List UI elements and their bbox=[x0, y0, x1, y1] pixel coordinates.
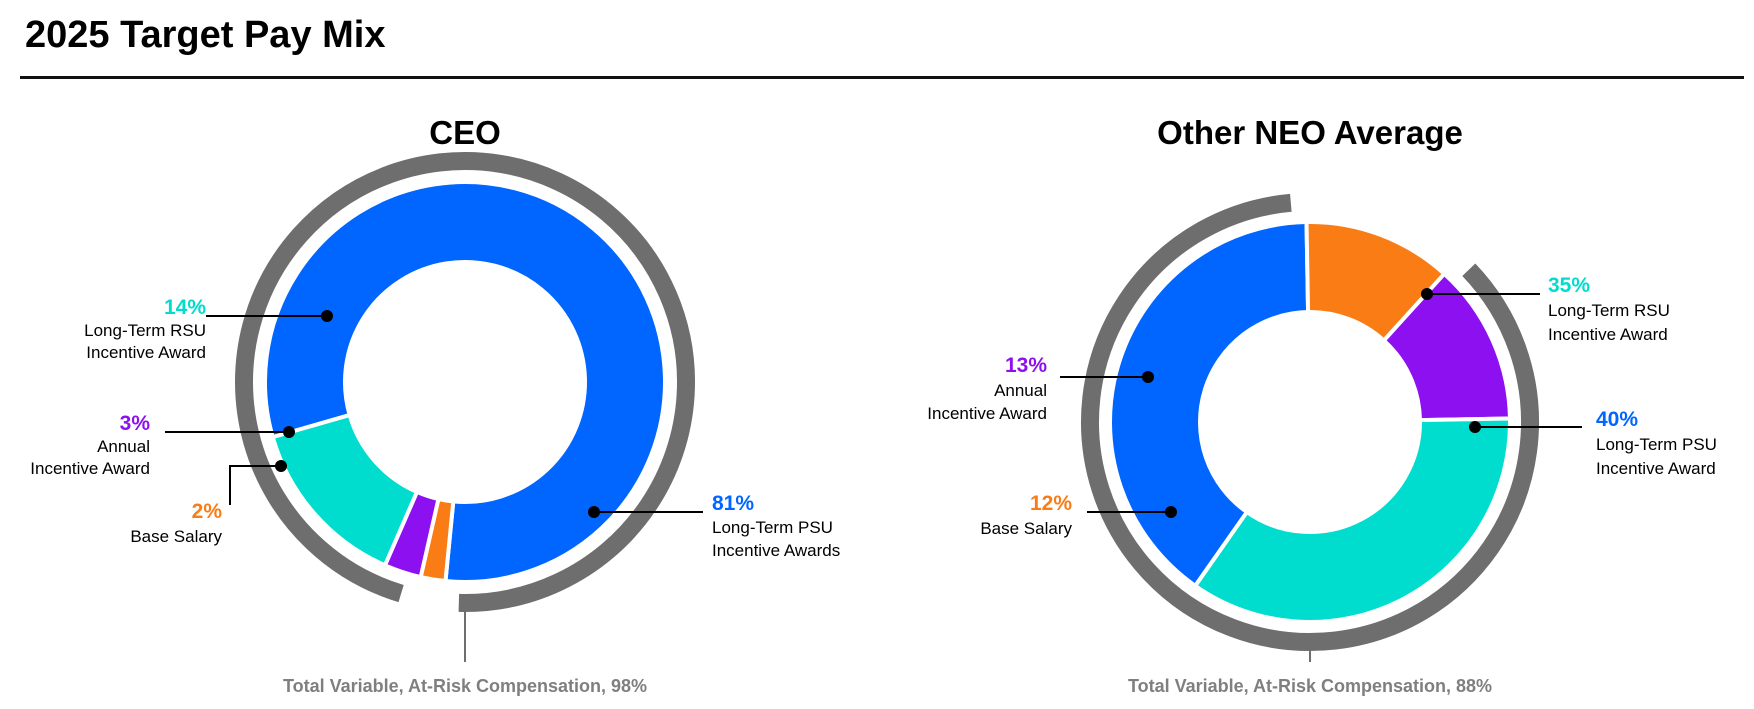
ceo-donut-chart: CEO 81% Long-Term PSU Incentive Awards 2% Bas… bbox=[30, 114, 840, 696]
leader-dot bbox=[1142, 371, 1154, 383]
leader-dot bbox=[283, 426, 295, 438]
data-label-name: Annual bbox=[994, 381, 1047, 400]
data-label-percent: 12% bbox=[1030, 492, 1072, 515]
data-label-percent: 2% bbox=[192, 500, 223, 523]
data-label-name: Incentive Award bbox=[1596, 459, 1716, 478]
leader-dot bbox=[1165, 506, 1177, 518]
data-label-name: Incentive Award bbox=[1548, 325, 1668, 344]
data-label-name: Long-Term PSU bbox=[712, 518, 833, 537]
at-risk-arc bbox=[1081, 193, 1539, 651]
neo-donut-chart: Other NEO Average 40% Long-Term PSU Incenti… bbox=[927, 114, 1717, 696]
data-label-percent: 81% bbox=[712, 492, 754, 515]
leader-line bbox=[229, 465, 281, 505]
leader-dot bbox=[275, 460, 287, 472]
data-label-percent: 3% bbox=[120, 412, 151, 435]
leader-dot bbox=[1421, 288, 1433, 300]
slice-long-term-psu bbox=[263, 180, 667, 584]
leader-dot bbox=[321, 310, 333, 322]
data-label-name: Base Salary bbox=[130, 527, 222, 546]
data-label-name: Incentive Award bbox=[927, 404, 1047, 423]
data-label-percent: 40% bbox=[1596, 408, 1638, 431]
data-label-percent: 35% bbox=[1548, 274, 1590, 297]
at-risk-caption: Total Variable, At-Risk Compensation, 98… bbox=[283, 676, 647, 696]
title-divider bbox=[20, 76, 1744, 79]
data-label-name: Long-Term RSU bbox=[1548, 301, 1670, 320]
data-label-name: Incentive Awards bbox=[712, 541, 840, 560]
data-label-name: Incentive Award bbox=[30, 459, 150, 478]
data-label-percent: 14% bbox=[164, 296, 206, 319]
chart-title: Other NEO Average bbox=[1157, 114, 1463, 151]
at-risk-caption: Total Variable, At-Risk Compensation, 88… bbox=[1128, 676, 1492, 696]
page-title: 2025 Target Pay Mix bbox=[25, 14, 386, 56]
slice-long-term-rsu bbox=[270, 413, 419, 568]
data-label-name: Base Salary bbox=[980, 519, 1072, 538]
data-label-name: Long-Term PSU bbox=[1596, 435, 1717, 454]
slice-long-term-psu bbox=[1108, 220, 1311, 588]
leader-dot bbox=[588, 506, 600, 518]
data-label-name: Annual bbox=[97, 437, 150, 456]
chart-title: CEO bbox=[429, 114, 501, 151]
data-label-percent: 13% bbox=[1005, 354, 1047, 377]
slice-long-term-rsu bbox=[1193, 416, 1512, 624]
data-label-name: Incentive Award bbox=[86, 343, 206, 362]
leader-dot bbox=[1469, 421, 1481, 433]
data-label-name: Long-Term RSU bbox=[84, 321, 206, 340]
